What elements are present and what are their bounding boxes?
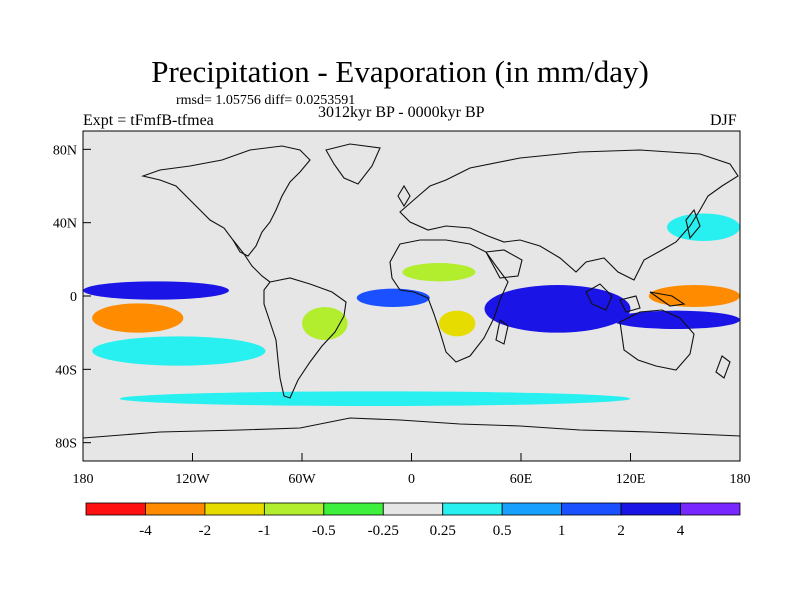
y-axis: 80N 40N 0 40S 80S	[53, 143, 91, 452]
colorbar-box	[442, 502, 503, 516]
y-tick-label: 0	[70, 290, 77, 305]
x-tick-label: 120W	[175, 472, 210, 487]
colorbar-box	[85, 502, 146, 516]
x-axis: 180 120W 60W 0 60E 120E 180	[73, 453, 751, 487]
y-tick-label: 80S	[55, 437, 77, 452]
colorbar-label: -1	[258, 523, 271, 539]
colorbar-label: 0.25	[430, 523, 456, 539]
colorbar-box	[145, 502, 206, 516]
anomaly-region-10	[667, 213, 740, 241]
colorbar-box	[501, 502, 563, 516]
anomaly-regions	[83, 213, 740, 406]
coastlines	[83, 143, 740, 439]
x-tick-label: 0	[408, 472, 415, 487]
anomaly-region-6	[302, 307, 348, 340]
experiment-label: Expt = tFmfB-tfmea	[83, 112, 214, 129]
colorbar-label: -4	[139, 523, 152, 539]
colorbar-label: 1	[558, 523, 566, 539]
x-tick-label: 60E	[510, 472, 533, 487]
colorbar-label: -0.5	[312, 523, 336, 539]
anomaly-region-7	[438, 310, 476, 337]
rmsd-diff-stats: rmsd= 1.05756 diff= 0.0253591	[176, 93, 356, 108]
anomaly-region-5	[356, 288, 430, 308]
colorbar-label: 0.5	[493, 523, 512, 539]
colorbar: -4 -2 -1 -0.5 -0.25 0.25 0.5 1 2 4	[85, 502, 741, 539]
y-tick-label: 40N	[53, 217, 77, 232]
anomaly-region-11	[119, 391, 631, 406]
colorbar-label: -0.25	[368, 523, 399, 539]
x-tick-label: 120E	[616, 472, 646, 487]
chart-title: Precipitation - Evaporation (in mm/day)	[151, 54, 649, 89]
anomaly-region-0	[92, 303, 184, 333]
period-label: 3012kyr BP - 0000kyr BP	[318, 104, 485, 121]
anomaly-region-2	[83, 281, 229, 300]
anomaly-region-8	[402, 263, 476, 282]
anomaly-region-9	[92, 336, 266, 366]
colorbar-box	[382, 502, 444, 516]
y-tick-label: 80N	[53, 143, 77, 158]
colorbar-box	[204, 502, 265, 516]
colorbar-box	[561, 502, 622, 516]
colorbar-label: 2	[617, 523, 625, 539]
season-label: DJF	[710, 112, 737, 129]
x-tick-label: 180	[730, 472, 751, 487]
colorbar-label: -2	[199, 523, 212, 539]
colorbar-label: 4	[677, 523, 685, 539]
anomaly-region-3	[484, 285, 631, 333]
y-tick-label: 40S	[55, 363, 77, 378]
x-tick-label: 60W	[288, 472, 316, 487]
colorbar-box	[323, 502, 384, 516]
x-tick-label: 180	[73, 472, 94, 487]
anomaly-region-4	[612, 310, 740, 330]
anomaly-region-1	[648, 285, 740, 307]
colorbar-box	[620, 502, 681, 516]
colorbar-box	[263, 502, 325, 516]
colorbar-box	[680, 502, 741, 516]
